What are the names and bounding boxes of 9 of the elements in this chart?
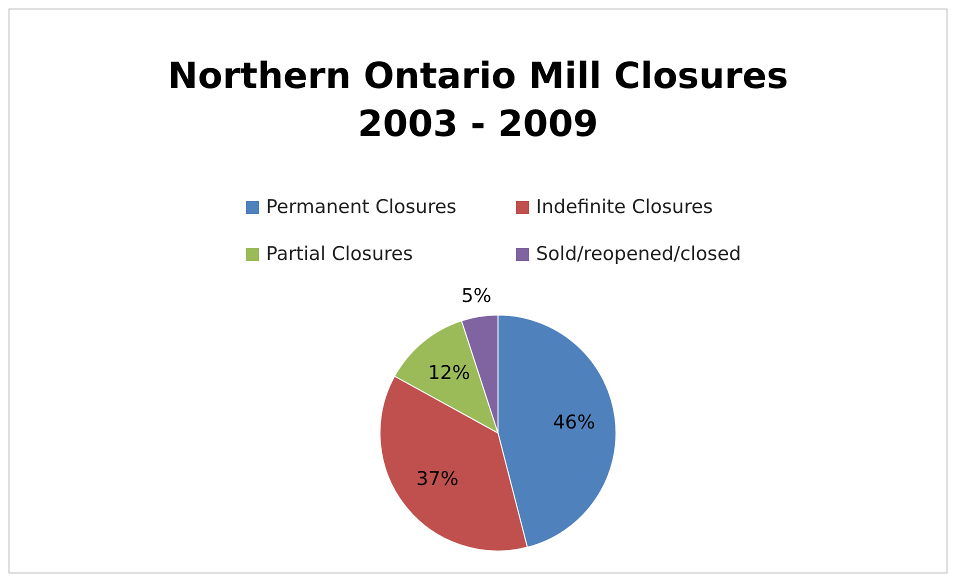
chart-title: Northern Ontario Mill Closures 2003 - 2009: [168, 56, 788, 145]
data-label: 12%: [428, 362, 470, 384]
legend-label: Sold/reopened/closed: [536, 243, 742, 266]
legend-label: Permanent Closures: [266, 196, 456, 218]
data-label: 5%: [461, 284, 492, 307]
legend-label: Indefinite Closures: [536, 196, 713, 218]
data-label: 37%: [416, 468, 459, 490]
data-label: 46%: [552, 412, 596, 434]
legend-label: Partial Closures: [266, 243, 413, 266]
